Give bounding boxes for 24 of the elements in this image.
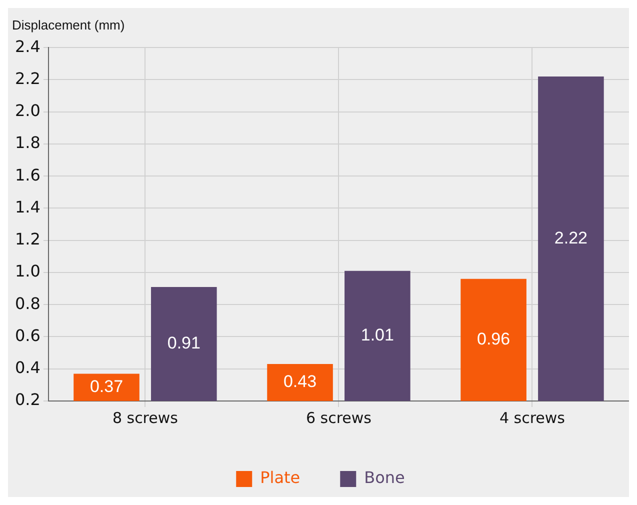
y-axis-title: Displacement (mm): [12, 17, 125, 32]
y-tick-label: 2.2: [14, 68, 40, 88]
y-tick-label: 1.6: [14, 165, 40, 184]
legend-label: Bone: [364, 468, 405, 488]
y-tick-label: 0.6: [14, 326, 40, 345]
data-label: 0.43: [283, 372, 317, 392]
y-tick-label: 1.8: [14, 133, 40, 152]
y-tick-label: 0.2: [14, 390, 40, 410]
y-tick-label: 2.0: [14, 101, 40, 120]
data-label: 0.96: [476, 330, 510, 349]
y-tick-label: 1.2: [14, 230, 40, 249]
legend-label: Plate: [260, 468, 300, 488]
y-tick-label: 1.4: [14, 197, 40, 216]
x-tick-label: 4 screws: [499, 408, 566, 427]
y-tick-label: 0.8: [14, 294, 40, 313]
x-tick-label: 8 screws: [112, 408, 178, 427]
data-label: 2.22: [554, 228, 588, 248]
y-tick-label: 0.4: [14, 358, 40, 378]
data-label: 0.37: [90, 377, 124, 396]
y-tick-label: 2.4: [14, 36, 40, 56]
y-tick-label: 1.0: [14, 262, 40, 281]
data-label: 1.01: [360, 326, 394, 345]
x-tick-label: 6 screws: [306, 408, 372, 427]
data-label: 0.91: [167, 334, 200, 353]
